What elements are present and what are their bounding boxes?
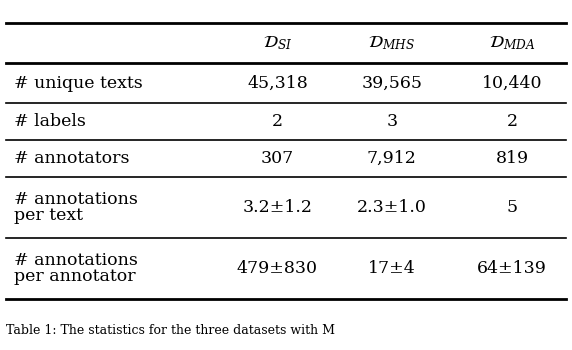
- Text: # unique texts: # unique texts: [14, 75, 143, 92]
- Text: 39,565: 39,565: [362, 75, 422, 92]
- Text: $\mathcal{D}_{SI}$: $\mathcal{D}_{SI}$: [263, 34, 292, 52]
- Text: # annotators: # annotators: [14, 150, 130, 167]
- Text: 2.3±1.0: 2.3±1.0: [357, 199, 427, 216]
- Text: 2: 2: [506, 113, 518, 130]
- Text: Table 1: The statistics for the three datasets with M: Table 1: The statistics for the three da…: [6, 324, 335, 337]
- Text: 7,912: 7,912: [367, 150, 417, 167]
- Text: 819: 819: [495, 150, 529, 167]
- Text: 64±139: 64±139: [477, 260, 547, 277]
- Text: # labels: # labels: [14, 113, 86, 130]
- Text: 10,440: 10,440: [482, 75, 542, 92]
- Text: # annotations: # annotations: [14, 191, 138, 208]
- Text: 479±830: 479±830: [237, 260, 318, 277]
- Text: # annotations: # annotations: [14, 252, 138, 269]
- Text: 17±4: 17±4: [368, 260, 416, 277]
- Text: 5: 5: [506, 199, 518, 216]
- Text: 3.2±1.2: 3.2±1.2: [243, 199, 312, 216]
- Text: 307: 307: [261, 150, 294, 167]
- Text: $\mathcal{D}_{MDA}$: $\mathcal{D}_{MDA}$: [488, 34, 535, 52]
- Text: 3: 3: [386, 113, 398, 130]
- Text: per text: per text: [14, 207, 84, 224]
- Text: 2: 2: [272, 113, 283, 130]
- Text: $\mathcal{D}_{MHS}$: $\mathcal{D}_{MHS}$: [368, 34, 415, 52]
- Text: 45,318: 45,318: [247, 75, 308, 92]
- Text: per annotator: per annotator: [14, 268, 136, 285]
